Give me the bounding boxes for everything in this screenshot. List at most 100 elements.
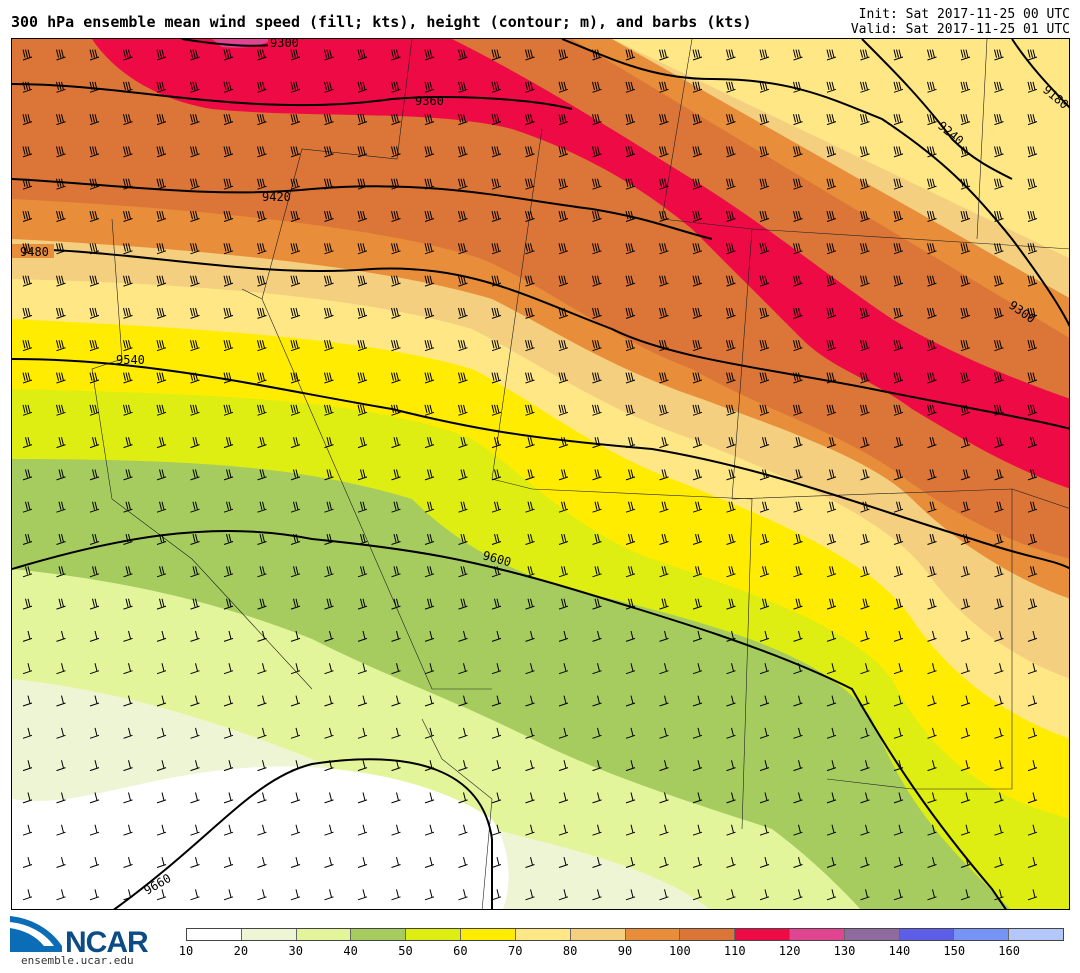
wind-barb [592,727,602,739]
wind-barb [525,404,535,416]
weather-map: 9300 9360 9420 9480 9540 9600 9660 9240 … [11,38,1070,910]
wind-barb [793,340,803,352]
wind-barb [625,663,636,675]
wind-barb [357,210,368,222]
wind-barb [223,469,234,481]
wind-barb [625,340,636,352]
wind-barb [1027,856,1038,868]
wind-barb [424,889,435,901]
wind-barb [424,469,435,481]
wind-barb [893,727,904,739]
wind-barb [491,404,502,416]
wind-barb [625,437,636,449]
wind-barb [893,598,904,610]
colorbar-tick-label: 140 [888,944,911,958]
wind-barb [793,307,803,319]
wind-barb [893,760,904,772]
wind-barb [525,566,535,578]
wind-barb [726,566,736,578]
wind-barb [826,469,837,481]
wind-barb [994,760,1004,772]
wind-barb [257,372,267,384]
wind-barb [826,856,837,868]
wind-barb [592,598,602,610]
wind-barb [525,275,535,287]
wind-barb [89,856,100,868]
wind-barb [123,114,133,126]
wind-barb [659,663,669,675]
wind-barb [324,404,334,416]
wind-barb [290,146,301,158]
wind-barb [525,340,535,352]
wind-barb [491,372,502,384]
wind-barb [391,372,401,384]
wind-barb [22,533,33,545]
wind-barb [927,307,937,319]
wind-barb [893,663,904,675]
wind-barb [592,663,602,675]
wind-barb [257,49,267,61]
wind-barb [994,695,1004,707]
wind-barb [22,469,33,481]
wind-barb [558,146,569,158]
wind-barb [156,307,167,319]
wind-barb [659,178,669,190]
fill-10-20 [12,766,509,909]
wind-barb [525,598,535,610]
wind-barb [257,404,267,416]
wind-barb [290,307,301,319]
wind-barb [257,340,267,352]
wind-barb [391,824,401,836]
wind-barb [994,437,1004,449]
wind-barb [893,340,904,352]
wind-barb [156,533,167,545]
wind-barb [826,727,837,739]
wind-barb [89,889,100,901]
wind-barb [357,889,368,901]
wind-barb [960,856,971,868]
wind-barb [56,210,66,222]
wind-barb [223,792,234,804]
colorbar-swatch [406,929,462,940]
wind-barb [592,340,602,352]
wind-barb [625,81,636,93]
wind-barb [793,81,803,93]
wind-barb [558,533,569,545]
wind-barb [324,243,334,255]
wind-barb [190,372,200,384]
wind-barb [960,824,971,836]
wind-barb [826,630,837,642]
wind-barb [1027,501,1038,513]
wind-barb [1027,210,1038,222]
wind-barb [257,663,267,675]
label-bg [12,244,54,258]
wind-barb [290,889,301,901]
wind-barb [156,889,167,901]
wind-barb [56,340,66,352]
wind-barb [458,856,468,868]
wind-barb [223,275,234,287]
wind-barb [89,792,100,804]
wind-barb [458,760,468,772]
wind-barb [625,695,636,707]
wind-barb [123,49,133,61]
wind-barb [927,469,937,481]
wind-barb [860,501,870,513]
wind-barb [22,695,33,707]
wind-barb [692,243,703,255]
wind-barb [893,49,904,61]
wind-barb [960,340,971,352]
wind-barb [156,372,167,384]
wind-barb [659,598,669,610]
wind-barb [592,630,602,642]
wind-barb [156,695,167,707]
wind-barb [893,469,904,481]
wind-barb [156,275,167,287]
wind-barb [290,760,301,772]
wind-barb [56,760,66,772]
wind-barb [357,824,368,836]
wind-barb [424,146,435,158]
wind-barb [156,340,167,352]
wind-barb [357,695,368,707]
wind-barb [424,404,435,416]
